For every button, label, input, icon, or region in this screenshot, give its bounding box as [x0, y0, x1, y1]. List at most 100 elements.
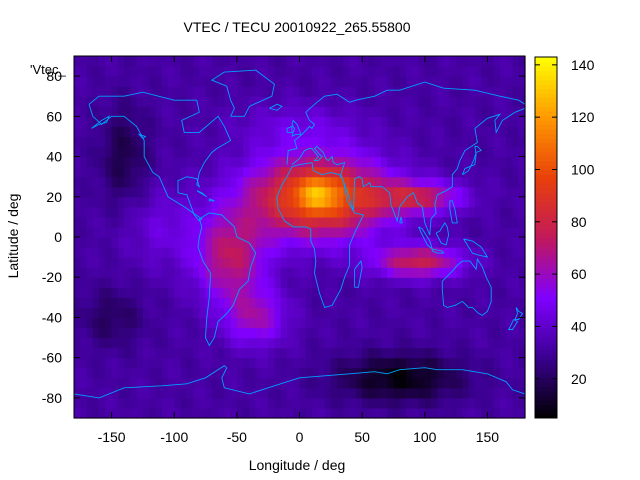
heatmap-cell [218, 348, 225, 359]
heatmap-cell [193, 267, 200, 278]
heatmap-cell [337, 398, 344, 409]
heatmap-cell [312, 348, 319, 359]
heatmap-cell [300, 56, 307, 67]
heatmap-cell [243, 157, 250, 168]
heatmap-cell [243, 197, 250, 208]
heatmap-cell [362, 147, 369, 158]
heatmap-cell [343, 358, 350, 369]
heatmap-cell [318, 237, 325, 248]
heatmap-cell [475, 237, 482, 248]
heatmap-cell [206, 328, 213, 339]
heatmap-cell [469, 388, 476, 399]
heatmap-cell [218, 398, 225, 409]
heatmap-cell [149, 277, 156, 288]
heatmap-cell [300, 106, 307, 117]
heatmap-cell [268, 358, 275, 369]
heatmap-cell [281, 328, 288, 339]
heatmap-cell [487, 408, 494, 419]
heatmap-cell [375, 76, 382, 87]
heatmap-cell [268, 247, 275, 258]
heatmap-cell [437, 348, 444, 359]
heatmap-cell [93, 147, 100, 158]
heatmap-cell [281, 287, 288, 298]
heatmap-cell [425, 96, 432, 107]
heatmap-cell [462, 106, 469, 117]
heatmap-cell [381, 157, 388, 168]
heatmap-cell [481, 237, 488, 248]
heatmap-cell [387, 217, 394, 228]
heatmap-cell [274, 297, 281, 308]
heatmap-cell [425, 126, 432, 137]
heatmap-cell [287, 388, 294, 399]
heatmap-cell [162, 348, 169, 359]
heatmap-cell [318, 96, 325, 107]
heatmap-cell [187, 96, 194, 107]
heatmap-cell [393, 76, 400, 87]
heatmap-cell [243, 217, 250, 228]
heatmap-cell [368, 126, 375, 137]
heatmap-cell [155, 358, 162, 369]
heatmap-cell [256, 328, 263, 339]
heatmap-cell [500, 348, 507, 359]
heatmap-cell [362, 307, 369, 318]
heatmap-cell [112, 368, 119, 379]
heatmap-cell [162, 136, 169, 147]
legend-label: 'Vtec_ [30, 62, 66, 77]
heatmap-cell [412, 368, 419, 379]
heatmap-cell [262, 338, 269, 349]
heatmap-cell [162, 217, 169, 228]
heatmap-cell [393, 257, 400, 268]
heatmap-cell [343, 388, 350, 399]
heatmap-cell [124, 348, 131, 359]
heatmap-cell [487, 76, 494, 87]
heatmap-cell [155, 247, 162, 258]
heatmap-cell [500, 157, 507, 168]
heatmap-cell [481, 106, 488, 117]
heatmap-cell [74, 338, 81, 349]
heatmap-cell [74, 56, 81, 67]
heatmap-cell [500, 167, 507, 178]
heatmap-cell [218, 147, 225, 158]
heatmap-cell [74, 378, 81, 389]
heatmap-cell [193, 66, 200, 77]
heatmap-cell [431, 207, 438, 218]
heatmap-cell [187, 86, 194, 97]
heatmap-cell [400, 408, 407, 419]
heatmap-cell [375, 106, 382, 117]
heatmap-cell [130, 126, 137, 137]
heatmap-cell [331, 348, 338, 359]
heatmap-cell [375, 348, 382, 359]
heatmap-cell [300, 267, 307, 278]
heatmap-cell [387, 106, 394, 117]
heatmap-cell [368, 277, 375, 288]
y-tick-label: 40 [46, 149, 62, 165]
heatmap-cell [262, 207, 269, 218]
heatmap-cell [237, 217, 244, 228]
heatmap-cell [393, 358, 400, 369]
heatmap-cell [325, 287, 332, 298]
heatmap-cell [174, 247, 181, 258]
heatmap-cell [206, 277, 213, 288]
heatmap-cell [356, 348, 363, 359]
heatmap-cell [406, 297, 413, 308]
heatmap-cell [162, 86, 169, 97]
heatmap-cell [193, 217, 200, 228]
heatmap-cell [137, 76, 144, 87]
heatmap-cell [87, 217, 94, 228]
heatmap-cell [274, 237, 281, 248]
colorbar-swatch [535, 215, 557, 220]
heatmap-cell [325, 177, 332, 188]
heatmap-cell [306, 287, 313, 298]
heatmap-cell [162, 167, 169, 178]
heatmap-cell [212, 96, 219, 107]
heatmap-cell [124, 167, 131, 178]
heatmap-cell [193, 277, 200, 288]
heatmap-cell [306, 348, 313, 359]
heatmap-cell [412, 317, 419, 328]
heatmap-cell [381, 287, 388, 298]
heatmap-cell [300, 287, 307, 298]
heatmap-cell [155, 167, 162, 178]
heatmap-cell [93, 217, 100, 228]
y-tick-label: -20 [42, 269, 62, 285]
heatmap-cell [130, 348, 137, 359]
